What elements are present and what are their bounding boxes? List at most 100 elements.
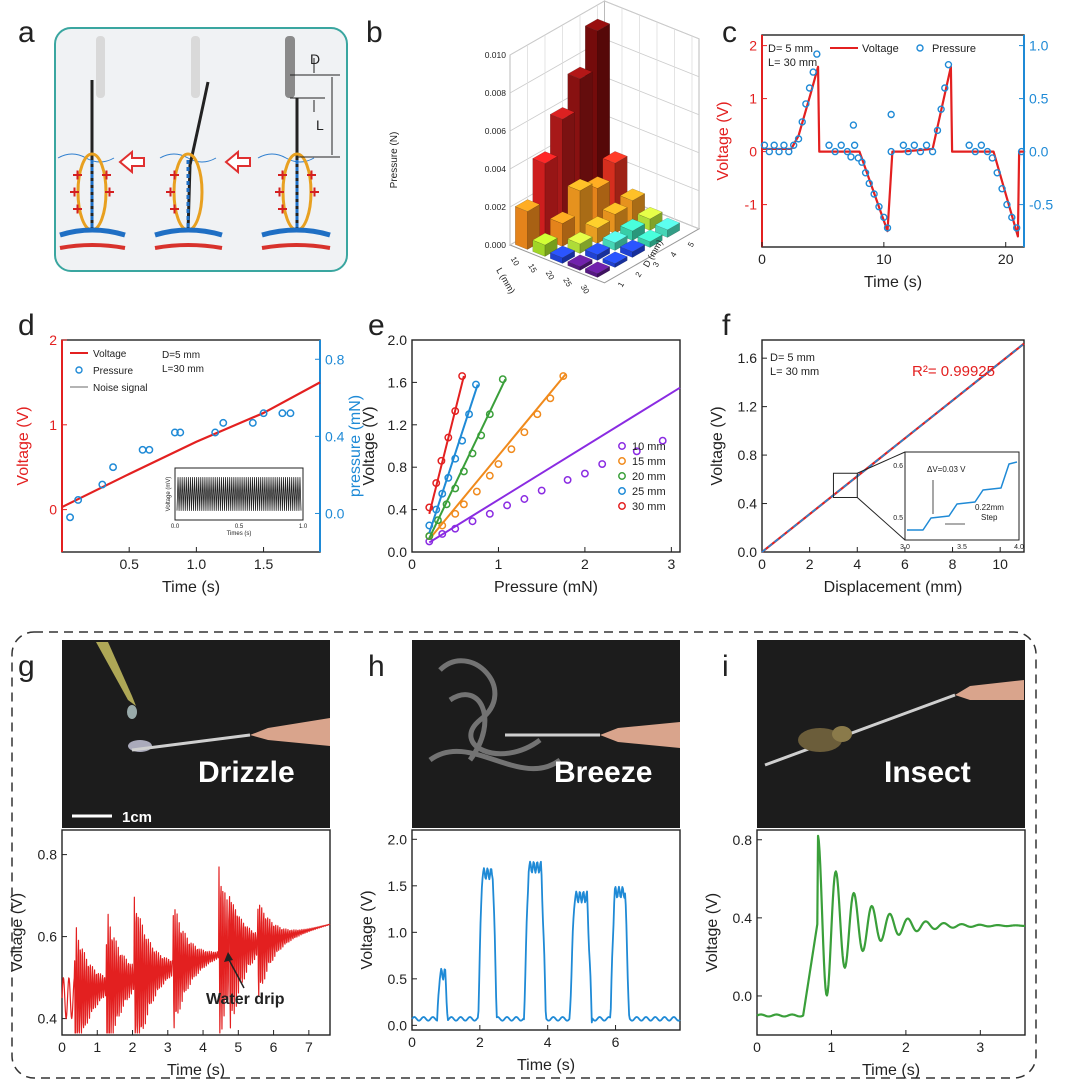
b-bar-top bbox=[532, 232, 558, 246]
data-point bbox=[546, 394, 555, 403]
hair-i bbox=[764, 693, 956, 767]
b-bar-top bbox=[514, 199, 541, 212]
pressure-point bbox=[843, 147, 852, 156]
annotation-D: D=5 mm bbox=[162, 350, 200, 361]
b-bar bbox=[602, 251, 628, 268]
b-bar-top bbox=[584, 18, 611, 32]
b-bar-top bbox=[602, 151, 628, 164]
annotation-r2: R²= 0.99925 bbox=[912, 363, 995, 380]
y-axis-label: Voltage (V) bbox=[359, 890, 376, 969]
legend-voltage: Voltage bbox=[862, 43, 899, 55]
pressure-point bbox=[861, 169, 870, 177]
pressure-point bbox=[775, 147, 783, 156]
pressure-point bbox=[780, 141, 788, 149]
x-tick-label: 6 bbox=[901, 556, 909, 572]
annotation-D: D= 5 mm bbox=[768, 43, 813, 55]
data-point bbox=[459, 467, 468, 476]
legend-label: 15 mm bbox=[632, 456, 666, 468]
data-point bbox=[432, 505, 441, 514]
pressure-point bbox=[170, 428, 179, 437]
panel-letter-h: h bbox=[368, 650, 385, 683]
panel-i: i Insect 0 1 2 3 0.0 0.4 0.8 Time (s) Voltage (V… bbox=[704, 640, 1026, 1079]
y2-tick-label: 1.0 bbox=[1029, 38, 1049, 54]
y-tick-label: 0.4 bbox=[738, 496, 758, 512]
noise-signal-line bbox=[176, 476, 302, 512]
data-point bbox=[563, 475, 572, 484]
x-tick-label: 6 bbox=[612, 1034, 620, 1050]
y-tick-label: 0.0 bbox=[738, 544, 758, 560]
x-tick-label: 4 bbox=[853, 556, 861, 572]
pressure-point bbox=[1017, 147, 1026, 156]
y-axis-label: Voltage (V) bbox=[704, 893, 721, 972]
panel-letter-c: c bbox=[722, 16, 737, 49]
pressure-point bbox=[849, 121, 858, 129]
data-point bbox=[459, 500, 468, 509]
y-tick-label: 0.0 bbox=[388, 544, 408, 560]
y-tick-label: 0.8 bbox=[38, 847, 58, 863]
x-tick-label: 0 bbox=[58, 1039, 66, 1055]
pressure-point bbox=[983, 147, 992, 156]
pipette bbox=[96, 642, 136, 706]
y2-tick-label: -0.5 bbox=[1029, 197, 1053, 213]
data-point bbox=[465, 410, 474, 419]
panel-c: c 0 10 20 -1 0 1 2 Time (s) Voltage (V) -0.5 0.0 0.… bbox=[715, 16, 1053, 291]
panel-letter-f: f bbox=[722, 309, 731, 342]
pressure-point bbox=[883, 224, 892, 232]
panel-b: b 0.0000.0020.0040.0060.0080.01010152025… bbox=[366, 0, 701, 296]
data-point bbox=[458, 436, 467, 445]
nerve-red-2 bbox=[154, 243, 223, 250]
pressure-point bbox=[109, 463, 118, 472]
data-point bbox=[477, 431, 486, 440]
fit-line bbox=[428, 375, 465, 515]
pressure-point bbox=[977, 141, 986, 149]
y-tick-label: 1 bbox=[749, 91, 757, 107]
panel-letter-e: e bbox=[368, 309, 385, 342]
x-tick-label: 0 bbox=[408, 1034, 416, 1050]
pressure-point bbox=[278, 409, 287, 418]
inset-x-tick-label: 1.0 bbox=[299, 524, 308, 530]
inset-y-label: Voltage (mV) bbox=[166, 477, 172, 512]
y-tick-label: 1.6 bbox=[738, 350, 758, 366]
photo-label-breeze: Breeze bbox=[554, 756, 652, 789]
hair-g bbox=[131, 733, 251, 752]
pressure-point bbox=[916, 147, 925, 156]
pressure-point bbox=[286, 409, 295, 418]
pressure-point bbox=[825, 141, 833, 149]
data-point bbox=[451, 454, 460, 463]
plot-frame bbox=[761, 339, 1025, 553]
inset-frame bbox=[904, 451, 1020, 541]
zoom-box bbox=[832, 472, 858, 498]
b-bar-top bbox=[654, 217, 681, 231]
data-point bbox=[425, 503, 434, 512]
b-L-tick-label: 10 bbox=[509, 255, 522, 268]
panel-letter-b: b bbox=[366, 16, 383, 49]
y-tick-label: 0.4 bbox=[388, 502, 408, 518]
y-tick-label: 0.4 bbox=[38, 1011, 58, 1027]
b-bar-top bbox=[549, 107, 576, 120]
x-tick-label: 5 bbox=[234, 1039, 242, 1055]
pressure-point bbox=[937, 105, 945, 113]
y-tick-label: 0.8 bbox=[738, 447, 758, 463]
b-bar-top bbox=[549, 245, 576, 259]
b-L-tick-label: 20 bbox=[544, 269, 557, 282]
x-tick-label: 2 bbox=[129, 1039, 137, 1055]
pressure-point bbox=[813, 50, 821, 58]
x-tick-label: 1.0 bbox=[187, 556, 207, 572]
legend-swatch bbox=[618, 457, 626, 465]
data-point bbox=[559, 372, 568, 380]
data-point bbox=[520, 495, 529, 503]
fit-line bbox=[428, 378, 507, 539]
plot-frame bbox=[411, 829, 681, 1031]
data-point bbox=[537, 486, 546, 495]
x-tick-label: 3 bbox=[667, 556, 675, 572]
x-tick-label: 0 bbox=[753, 1039, 761, 1055]
pressure-point bbox=[988, 154, 997, 162]
y-tick-label: 0 bbox=[749, 144, 757, 160]
insect-head bbox=[832, 726, 852, 742]
plot-frame bbox=[61, 829, 331, 1036]
surface-2 bbox=[159, 153, 217, 163]
b-bar bbox=[602, 230, 628, 251]
y2-tick-label: 0.0 bbox=[1029, 144, 1049, 160]
insect-body bbox=[798, 728, 842, 752]
y-tick-label: 0.0 bbox=[388, 1017, 408, 1033]
